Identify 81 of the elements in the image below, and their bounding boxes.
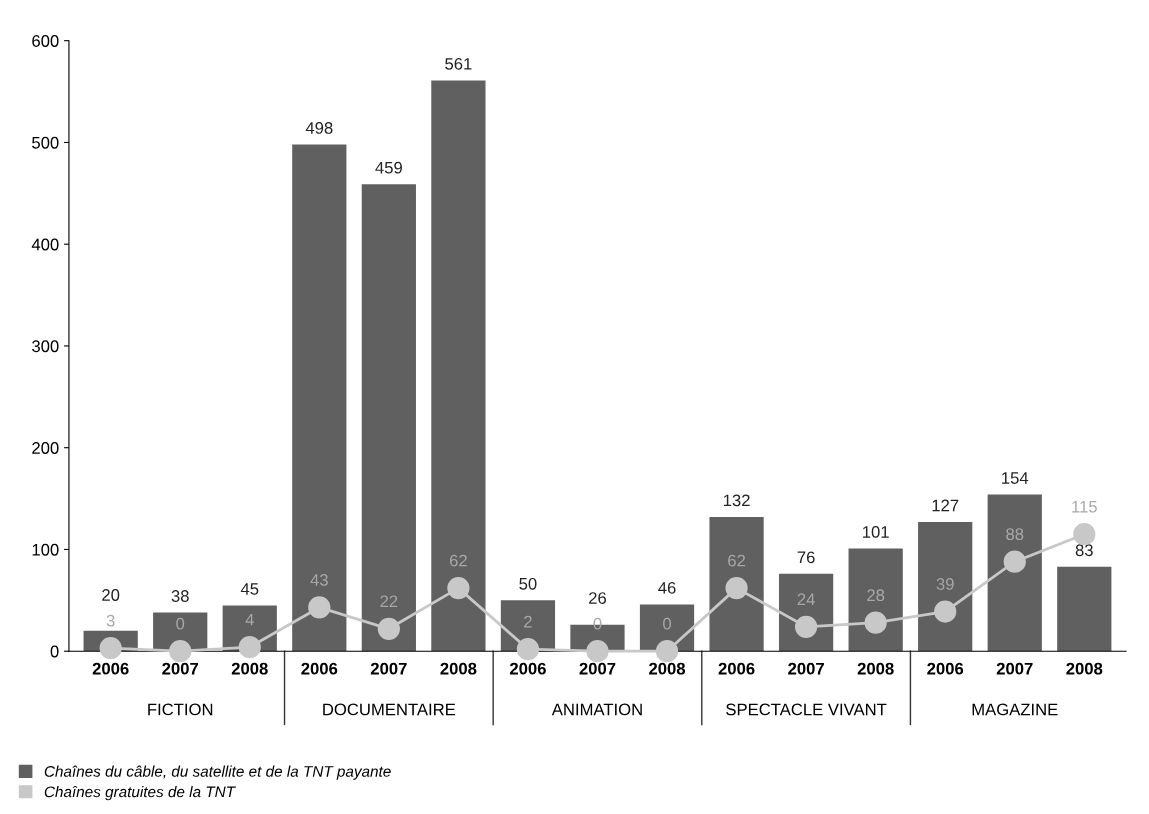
data-label: 62 xyxy=(728,554,745,567)
bar xyxy=(431,80,486,652)
data-label: 45 xyxy=(240,583,259,595)
data-label: 76 xyxy=(797,551,815,564)
bar xyxy=(292,144,347,652)
data-label: 39 xyxy=(936,578,954,590)
point xyxy=(238,636,261,659)
x-tick-label: 2006 xyxy=(718,662,755,675)
data-label: 20 xyxy=(102,589,120,601)
y-tick-label: 0 xyxy=(50,645,59,658)
data-label: 46 xyxy=(658,581,676,594)
point xyxy=(1003,550,1026,573)
point xyxy=(586,640,609,663)
data-label: 26 xyxy=(589,592,607,604)
point xyxy=(1073,523,1096,546)
x-tick-label: 2006 xyxy=(92,662,129,675)
text: DOCUMENTAIRE xyxy=(323,703,456,716)
point xyxy=(934,600,957,623)
data-label: 43 xyxy=(310,574,328,586)
data-label: 115 xyxy=(1072,500,1097,513)
data-label: 22 xyxy=(380,595,398,608)
text: FICTION xyxy=(148,703,213,716)
x-tick-label: 2008 xyxy=(857,662,894,675)
data-label: 88 xyxy=(1006,528,1024,541)
data-label: 3 xyxy=(106,614,115,627)
x-tick-label: 2007 xyxy=(996,662,1033,675)
data-label: 38 xyxy=(171,590,189,602)
bar xyxy=(709,516,764,652)
data-label: 0 xyxy=(663,617,672,630)
legend-label: Chaînes gratuites de la TNT xyxy=(44,785,236,801)
x-tick-label: 2007 xyxy=(162,662,199,675)
text: SPECTACLE VIVANT xyxy=(726,703,887,716)
text: ANIMATION xyxy=(551,703,642,716)
point xyxy=(377,617,400,640)
legend-label: Chaînes du câble, du satellite et de la TNT payante xyxy=(44,765,391,780)
data-label: 127 xyxy=(932,499,959,512)
point xyxy=(308,596,331,619)
x-tick-label: 2006 xyxy=(301,662,338,675)
data-label: 24 xyxy=(797,593,815,606)
point xyxy=(447,577,470,600)
bar xyxy=(848,548,903,652)
data-label: 459 xyxy=(375,161,402,174)
point xyxy=(795,615,818,638)
bar xyxy=(361,184,416,652)
point xyxy=(516,638,540,661)
data-label: 561 xyxy=(445,57,472,70)
data-label: 2 xyxy=(524,615,532,628)
data-label: 83 xyxy=(1075,544,1093,557)
y-tick-label: 200 xyxy=(32,442,59,454)
data-label: 4 xyxy=(245,613,254,626)
x-tick-label: 2006 xyxy=(509,662,546,675)
data-label: 101 xyxy=(863,526,889,538)
point xyxy=(169,640,192,663)
y-tick-label: 400 xyxy=(31,238,59,251)
point xyxy=(655,640,679,663)
x-tick-label: 2008 xyxy=(440,662,477,675)
y-tick-label: 600 xyxy=(32,35,59,47)
x-tick-label: 2008 xyxy=(649,662,686,675)
x-tick-label: 2008 xyxy=(1066,662,1103,675)
bar xyxy=(987,494,1042,652)
point xyxy=(725,577,748,600)
x-tick-label: 2006 xyxy=(927,662,964,675)
x-tick-label: 2007 xyxy=(788,662,824,675)
y-tick-label: 500 xyxy=(32,136,59,149)
point xyxy=(864,611,887,634)
data-label: 50 xyxy=(519,577,537,590)
y-tick-label: 300 xyxy=(32,340,59,353)
bar xyxy=(918,521,973,652)
data-label: 132 xyxy=(723,494,750,507)
point xyxy=(99,637,122,660)
x-tick-label: 2008 xyxy=(231,662,268,675)
data-label: 0 xyxy=(176,617,185,630)
bar xyxy=(1057,566,1112,652)
x-tick-label: 2007 xyxy=(579,662,616,675)
x-tick-label: 2007 xyxy=(370,662,407,675)
data-label: 498 xyxy=(305,122,333,134)
data-label: 62 xyxy=(449,554,467,567)
text: MAGAZINE xyxy=(972,703,1058,716)
y-tick-label: 100 xyxy=(32,543,59,556)
data-label: 154 xyxy=(1002,472,1029,484)
data-label: 28 xyxy=(867,589,885,602)
